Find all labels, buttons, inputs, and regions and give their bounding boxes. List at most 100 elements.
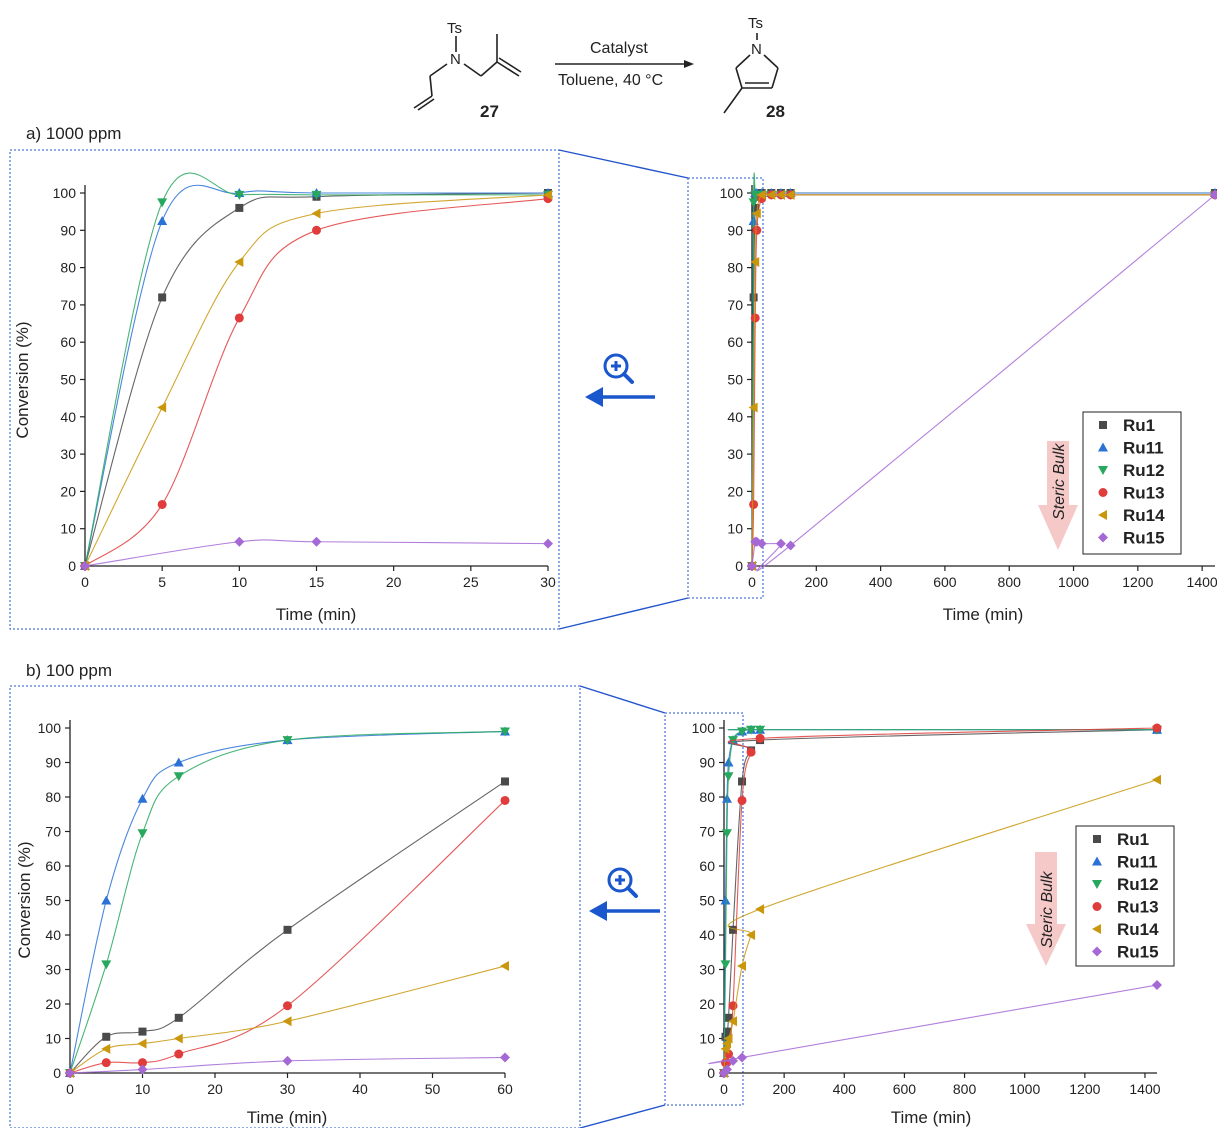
data-point-ru11 bbox=[173, 757, 184, 767]
data-point-ru14 bbox=[311, 208, 321, 219]
arrow-catalyst-label: Catalyst bbox=[590, 40, 648, 57]
data-point-ru1 bbox=[138, 1027, 147, 1036]
data-point-ru14 bbox=[750, 257, 760, 268]
data-point-ru14 bbox=[785, 189, 795, 200]
y-tick-label: 90 bbox=[60, 222, 76, 238]
y-tick-label: 90 bbox=[699, 755, 715, 771]
y-tick-label: 10 bbox=[699, 1031, 715, 1047]
data-point-ru14 bbox=[748, 402, 758, 413]
y-axis-title: Conversion (%) bbox=[13, 321, 32, 438]
data-point-ru14 bbox=[543, 189, 552, 200]
data-point-ru14 bbox=[137, 1038, 147, 1049]
data-point-ru14 bbox=[500, 961, 509, 972]
legend-label-ru13: Ru13 bbox=[1123, 484, 1165, 503]
data-point-ru14 bbox=[775, 189, 785, 200]
plot-a-1000ppm-zoom: 0 10 20 30 40 50 60 70 80 90 100 0 5 10 15 20 25 30 Time (… bbox=[13, 172, 556, 624]
series-line-ru12 bbox=[723, 729, 1157, 1074]
y-tick-label: 100 bbox=[53, 185, 77, 201]
data-point-ru12 bbox=[234, 190, 245, 200]
y-tick-label: 80 bbox=[60, 260, 76, 276]
panel-a-label: a) 1000 ppm bbox=[26, 124, 121, 143]
series-line-ru15 bbox=[708, 984, 1158, 1074]
data-point-ru14 bbox=[746, 930, 756, 940]
legend-marker-ru1 bbox=[1093, 835, 1101, 843]
legend-label-ru11: Ru11 bbox=[1123, 439, 1164, 458]
legend-label-ru12: Ru12 bbox=[1117, 875, 1159, 894]
data-point-ru14 bbox=[755, 904, 765, 915]
y-tick-label: 100 bbox=[720, 185, 744, 201]
data-point-ru15 bbox=[65, 1068, 75, 1078]
y-tick-label: 10 bbox=[727, 521, 743, 537]
x-tick-label: 1000 bbox=[1058, 574, 1089, 590]
data-point-ru1 bbox=[235, 203, 244, 212]
y-tick-label: 40 bbox=[699, 927, 715, 943]
legend-label-ru14: Ru14 bbox=[1123, 506, 1165, 525]
series-line-ru1 bbox=[84, 192, 549, 567]
y-tick-label: 10 bbox=[60, 521, 76, 537]
legend-a: Ru1 Ru11 Ru12 Ru13 Ru14 Ru15 bbox=[1082, 411, 1182, 555]
data-point-ru1 bbox=[721, 1032, 730, 1041]
x-tick-label: 200 bbox=[805, 574, 829, 590]
data-point-ru15 bbox=[737, 1052, 748, 1063]
legend-label-ru12: Ru12 bbox=[1123, 461, 1165, 480]
y-tick-label: 50 bbox=[727, 372, 743, 388]
y-tick-label: 60 bbox=[45, 858, 61, 874]
x-tick-label: 30 bbox=[280, 1081, 296, 1097]
y-tick-label: 80 bbox=[699, 789, 715, 805]
data-point-ru13 bbox=[101, 1058, 111, 1068]
x-tick-label: 30 bbox=[540, 574, 556, 590]
x-tick-label: 600 bbox=[893, 1081, 917, 1097]
data-point-ru12 bbox=[173, 772, 184, 782]
product-n-label: N bbox=[751, 41, 762, 58]
x-tick-label: 0 bbox=[66, 1081, 74, 1097]
zoom-frames bbox=[9, 149, 764, 1128]
data-point-ru13 bbox=[746, 747, 756, 757]
y-tick-label: 20 bbox=[727, 483, 743, 499]
data-point-ru12 bbox=[746, 725, 757, 735]
series-line-ru15 bbox=[84, 539, 549, 567]
y-tick-label: 70 bbox=[45, 824, 61, 840]
data-point-ru12 bbox=[101, 960, 112, 970]
data-point-ru15 bbox=[282, 1055, 293, 1066]
data-point-ru15 bbox=[234, 536, 245, 547]
x-tick-label: 10 bbox=[232, 574, 248, 590]
arrow-conditions-label: Toluene, 40 °C bbox=[558, 72, 663, 89]
y-tick-label: 70 bbox=[60, 297, 76, 313]
panel-a-zoom-frame bbox=[9, 149, 560, 630]
y-tick-label: 40 bbox=[60, 409, 76, 425]
y-tick-label: 0 bbox=[68, 558, 76, 574]
data-point-ru1 bbox=[158, 293, 167, 302]
data-point-ru12 bbox=[737, 727, 748, 737]
zoom-icon-a bbox=[603, 353, 634, 384]
data-point-ru14 bbox=[728, 1016, 738, 1027]
y-tick-label: 30 bbox=[60, 446, 76, 462]
y-tick-label: 50 bbox=[45, 893, 61, 909]
data-point-ru12 bbox=[755, 725, 766, 735]
x-tick-label: 600 bbox=[933, 574, 957, 590]
y-tick-label: 50 bbox=[699, 893, 715, 909]
data-point-ru15 bbox=[722, 1064, 733, 1075]
x-tick-label: 400 bbox=[869, 574, 893, 590]
data-point-ru12 bbox=[723, 772, 734, 782]
data-point-ru1 bbox=[729, 925, 738, 934]
reaction-scheme: Ts N 27 Catalyst Toluene, 40 °C Ts N 28 bbox=[413, 15, 785, 121]
data-point-ru1 bbox=[723, 1027, 732, 1036]
data-point-ru15 bbox=[311, 536, 322, 547]
panel-b-zoom-region bbox=[664, 712, 744, 1106]
x-tick-label: 400 bbox=[833, 1081, 857, 1097]
steric-bulk-arrow-a: Steric Bulk bbox=[1038, 441, 1078, 550]
y-tick-label: 20 bbox=[60, 483, 76, 499]
legend-label-ru14: Ru14 bbox=[1117, 920, 1159, 939]
legend-label-ru11: Ru11 bbox=[1117, 853, 1158, 872]
legend-marker-ru12 bbox=[1098, 466, 1108, 475]
legend-marker-ru15 bbox=[1098, 532, 1108, 543]
data-point-ru12 bbox=[311, 190, 322, 200]
y-tick-label: 60 bbox=[727, 334, 743, 350]
data-point-ru15 bbox=[785, 540, 796, 551]
data-point-ru15 bbox=[543, 538, 553, 549]
y-tick-label: 20 bbox=[45, 996, 61, 1012]
steric-bulk-arrow-b: Steric Bulk bbox=[1026, 852, 1066, 966]
